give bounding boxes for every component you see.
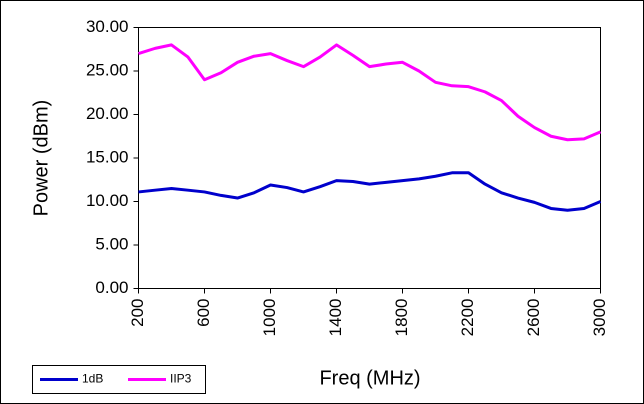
- x-tick-label: 1800: [392, 299, 411, 337]
- x-tick-label: 2200: [458, 299, 477, 337]
- x-axis-title: Freq (MHz): [319, 367, 420, 389]
- y-tick-label: 0.00: [95, 278, 128, 297]
- x-tick-label: 1000: [260, 299, 279, 337]
- y-tick-label: 25.00: [86, 60, 129, 79]
- x-tick-label: 2600: [524, 299, 543, 337]
- x-tick-label: 600: [194, 299, 213, 327]
- legend-label: 1dB: [82, 372, 103, 386]
- y-tick-label: 15.00: [86, 147, 129, 166]
- legend-label: IIP3: [170, 372, 192, 386]
- y-axis-title: Power (dBm): [30, 100, 52, 217]
- x-tick-label: 200: [128, 299, 147, 327]
- series-line: [138, 171, 602, 212]
- y-tick-label: 5.00: [95, 234, 128, 253]
- series-line: [138, 43, 602, 142]
- y-tick-label: 20.00: [86, 104, 129, 123]
- x-tick-label: 3000: [590, 299, 609, 337]
- y-tick-label: 10.00: [86, 191, 129, 210]
- x-tick-label: 1400: [326, 299, 345, 337]
- y-tick-label: 30.00: [86, 17, 129, 36]
